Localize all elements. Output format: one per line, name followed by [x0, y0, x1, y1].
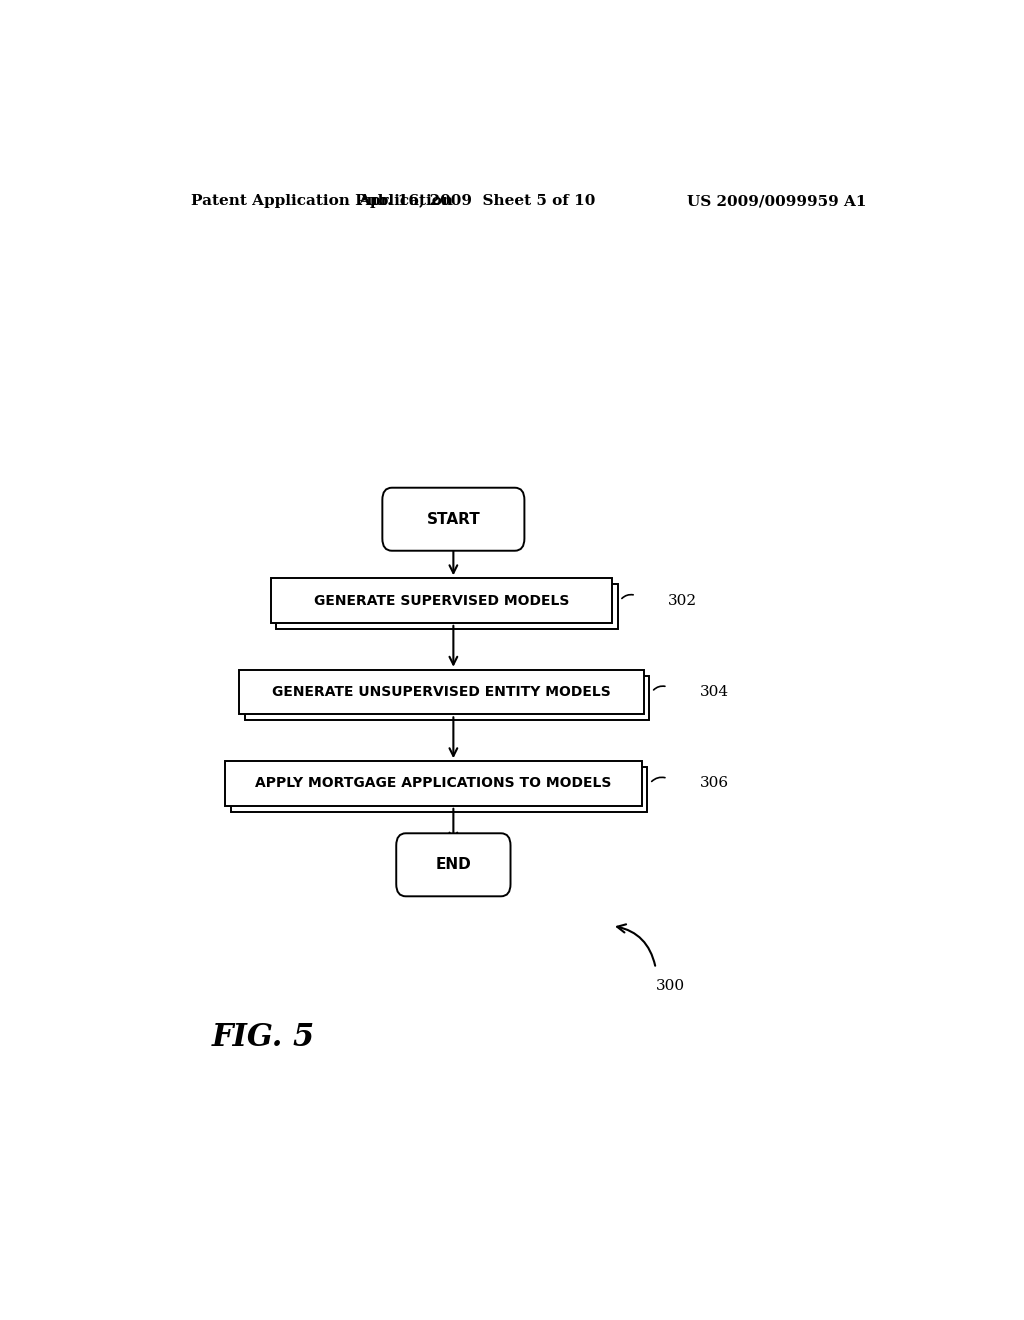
FancyBboxPatch shape: [382, 487, 524, 550]
Text: Patent Application Publication: Patent Application Publication: [191, 194, 454, 209]
Text: START: START: [427, 512, 480, 527]
Text: GENERATE UNSUPERVISED ENTITY MODELS: GENERATE UNSUPERVISED ENTITY MODELS: [272, 685, 611, 700]
Text: 302: 302: [668, 594, 696, 607]
FancyBboxPatch shape: [396, 833, 511, 896]
Bar: [230, 767, 647, 812]
Text: Apr. 16, 2009  Sheet 5 of 10: Apr. 16, 2009 Sheet 5 of 10: [358, 194, 596, 209]
Text: US 2009/0099959 A1: US 2009/0099959 A1: [686, 194, 866, 209]
Bar: [240, 669, 644, 714]
Text: FIG. 5: FIG. 5: [211, 1022, 314, 1053]
Text: 300: 300: [655, 978, 685, 993]
Text: END: END: [435, 857, 471, 873]
Text: APPLY MORTGAGE APPLICATIONS TO MODELS: APPLY MORTGAGE APPLICATIONS TO MODELS: [255, 776, 611, 791]
Bar: [225, 762, 642, 805]
Bar: [276, 585, 617, 630]
Bar: [245, 676, 649, 721]
Text: 304: 304: [699, 685, 728, 700]
Text: 306: 306: [699, 776, 728, 791]
Text: GENERATE SUPERVISED MODELS: GENERATE SUPERVISED MODELS: [313, 594, 569, 607]
Bar: [270, 578, 612, 623]
